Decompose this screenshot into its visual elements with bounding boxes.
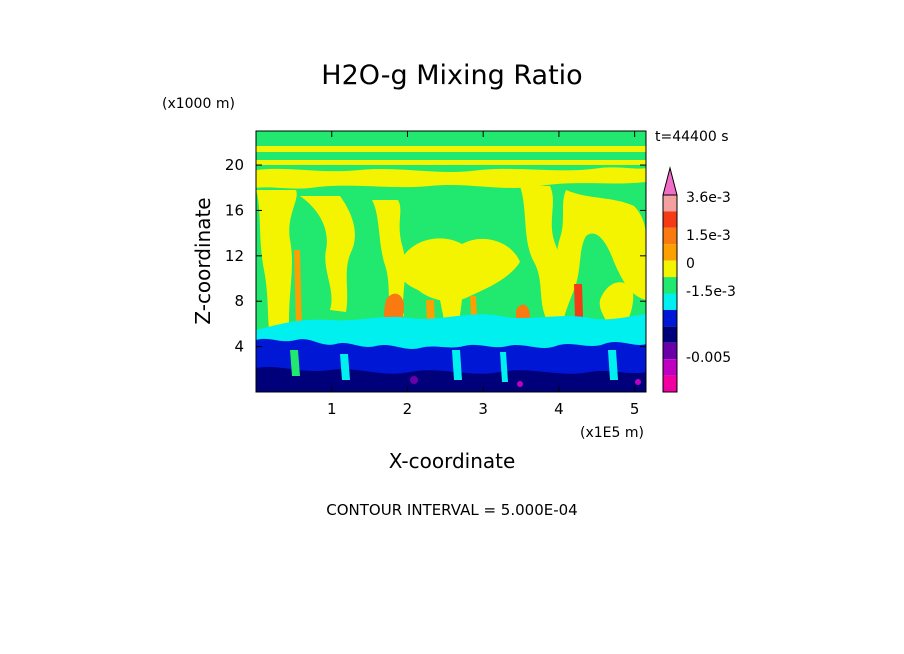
time-label: t=44400 s: [655, 129, 729, 145]
field-gap: [340, 354, 350, 380]
x-tick-label: 4: [554, 400, 564, 418]
x-tick-label: 3: [478, 400, 488, 418]
field-plume: [556, 190, 646, 318]
colorbar-segment: [663, 375, 677, 392]
contour-interval: CONTOUR INTERVAL = 5.000E-04: [326, 501, 577, 519]
field-gap: [500, 352, 508, 382]
y-units: (x1000 m): [162, 96, 235, 112]
field-speck: [517, 381, 523, 387]
field-layer-navy: [256, 367, 646, 392]
colorbar-label: 1.5e-3: [686, 228, 731, 244]
chart-title: H2O-g Mixing Ratio: [321, 60, 582, 91]
colorbar-segment: [663, 227, 677, 245]
colorbar-extend-triangle: [662, 166, 678, 196]
colorbar-segment: [663, 326, 677, 343]
colorbar-segment: [663, 195, 677, 212]
field-plume: [300, 196, 355, 312]
field-gap: [290, 350, 300, 376]
plot-frame: [255, 130, 647, 393]
field-speck: [635, 379, 641, 385]
field-streak: [294, 250, 302, 330]
field-band: [256, 146, 646, 152]
colorbar-segment: [663, 309, 677, 327]
y-tick-label: 8: [234, 292, 244, 310]
colorbar-labels: 3.6e-3 1.5e-3 0 -1.5e-3 -0.005: [686, 190, 736, 366]
colorbar-frame: [662, 194, 678, 393]
colorbar-segment: [663, 260, 677, 278]
field-plume: [256, 190, 297, 340]
field-band: [256, 167, 646, 189]
field-speck: [410, 376, 418, 384]
x-axis-label: X-coordinate: [389, 449, 516, 473]
field-gap: [608, 350, 618, 380]
colorbar-label: -0.005: [686, 350, 731, 366]
colorbar-segment: [663, 277, 677, 294]
colorbar-segment: [663, 293, 677, 310]
colorbar-segment: [663, 342, 677, 360]
colorbar-label: 0: [686, 256, 695, 272]
y-tick-label: 4: [234, 338, 244, 356]
colorbar-segment: [663, 244, 677, 261]
colorbar-label: 3.6e-3: [686, 190, 731, 206]
colorbar-segment: [663, 359, 677, 376]
field-band: [256, 160, 646, 165]
x-units: (x1E5 m): [580, 425, 644, 441]
x-tick-label: 5: [630, 400, 640, 418]
x-tick-label: 1: [327, 400, 337, 418]
y-axis-label: Z-coordinate: [191, 197, 215, 324]
colorbar: [662, 166, 678, 393]
colorbar-label: -1.5e-3: [686, 284, 736, 300]
field-plume: [372, 200, 406, 316]
axis-ticks: [256, 131, 646, 392]
x-tick-label: 2: [403, 400, 413, 418]
contour-field: [256, 131, 646, 392]
field-gap: [452, 350, 462, 380]
y-tick-label: 16: [225, 201, 244, 219]
y-tick-label: 12: [225, 247, 244, 265]
field-plume: [520, 186, 561, 318]
y-tick-label: 20: [225, 156, 244, 174]
field-plume: [398, 238, 520, 302]
colorbar-segment: [663, 211, 677, 228]
